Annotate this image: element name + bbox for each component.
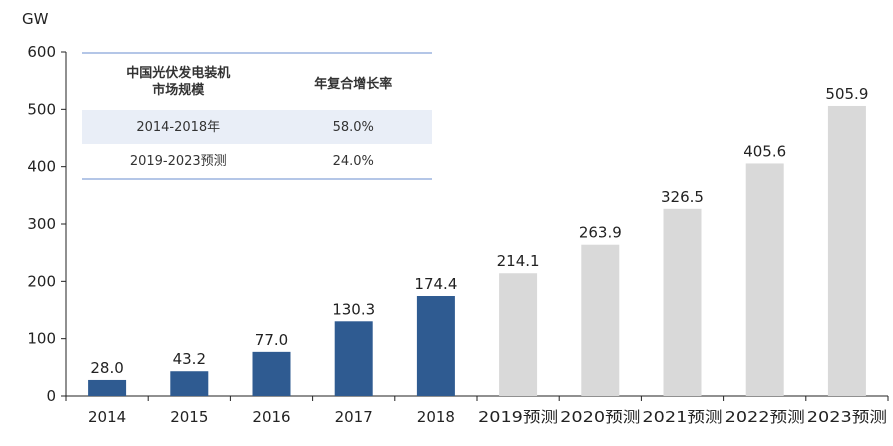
y-axis: 0 100 200 300 400 500 600 <box>27 43 67 405</box>
data-labels-group: 28.0 43.2 77.0 130.3 174.4 214.1 263.9 326.5 405… <box>90 85 868 377</box>
y-tick-label: 0 <box>46 387 56 405</box>
table-header-row: 中国光伏发电装机 市场规模 年复合增长率 <box>82 54 432 110</box>
x-tick-label: 2021预测 <box>642 408 722 426</box>
y-tick-label: 600 <box>27 43 56 61</box>
bar-2020预测 <box>581 244 620 396</box>
data-label-2022预测: 405.6 <box>743 142 786 160</box>
table-row: 2014-2018年 58.0% <box>82 110 432 144</box>
bar-2017 <box>334 321 373 396</box>
data-label-2016: 77.0 <box>255 331 288 349</box>
data-label-2014: 28.0 <box>90 359 123 377</box>
y-tick-label: 300 <box>27 215 56 233</box>
y-tick-label: 500 <box>27 100 56 118</box>
y-tick-label: 200 <box>27 272 56 290</box>
x-tick-label: 2019预测 <box>478 408 558 426</box>
x-tick-label: 2023预测 <box>807 408 887 426</box>
table-cell-period: 2014-2018年 <box>136 119 221 135</box>
x-tick-label: 2020预测 <box>560 408 640 426</box>
table-row: 2019-2023预测 24.0% <box>82 144 432 178</box>
x-tick-label: 2014 <box>88 408 126 426</box>
data-label-2020预测: 263.9 <box>579 224 622 242</box>
bar-2023预测 <box>827 105 866 396</box>
growth-rate-table: 中国光伏发电装机 市场规模 年复合增长率 2014-2018年 58.0% 20… <box>82 52 432 180</box>
bar-2022预测 <box>745 163 784 396</box>
x-tick-label: 2018 <box>417 408 455 426</box>
x-tick-label: 2017 <box>335 408 373 426</box>
data-label-2017: 130.3 <box>332 300 375 318</box>
y-tick-label: 400 <box>27 158 56 176</box>
data-label-2021预测: 326.5 <box>661 188 704 206</box>
bar-2015 <box>170 371 209 396</box>
x-tick-label: 2016 <box>252 408 290 426</box>
bar-2021预测 <box>663 208 702 396</box>
x-tick-label: 2015 <box>170 408 208 426</box>
bar-2019预测 <box>499 273 538 396</box>
table-header-market: 中国光伏发电装机 市场规模 <box>126 66 231 98</box>
data-label-2023预测: 505.9 <box>825 85 868 103</box>
table-header-cagr: 年复合增长率 <box>314 76 393 92</box>
data-label-2019预测: 214.1 <box>497 252 540 270</box>
y-unit-label: GW <box>22 10 49 28</box>
data-label-2018: 174.4 <box>414 275 457 293</box>
x-axis: 2014 2015 2016 2017 2018 2019预测 2020预测 2021预测 20… <box>65 395 889 426</box>
table-cell-rate: 24.0% <box>332 153 374 169</box>
bars-group <box>88 105 866 396</box>
bar-2014 <box>88 379 127 396</box>
bar-2016 <box>252 351 291 396</box>
table-cell-period: 2019-2023预测 <box>129 153 227 169</box>
y-tick-label: 100 <box>27 330 56 348</box>
bar-2018 <box>416 296 455 396</box>
x-tick-label: 2022预测 <box>725 408 805 426</box>
data-label-2015: 43.2 <box>173 350 206 368</box>
table-cell-rate: 58.0% <box>332 119 374 135</box>
